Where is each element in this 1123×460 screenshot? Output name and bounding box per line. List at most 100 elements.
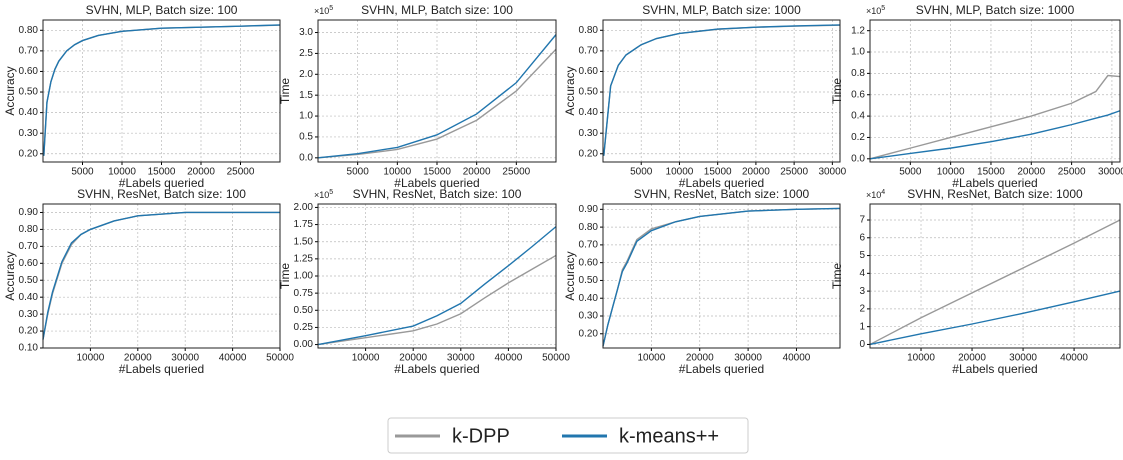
chart-title: SVHN, ResNet, Batch size: 1000: [634, 187, 810, 201]
plot-area: [870, 20, 1120, 162]
x-tick-label: 10000: [637, 353, 665, 364]
y-tick-label: 0.70: [19, 46, 39, 57]
legend-label: k-DPP: [452, 425, 510, 447]
x-tick-label: 50000: [542, 353, 570, 364]
x-tick-label: 30000: [171, 353, 199, 364]
x-tick-label: 25000: [227, 167, 255, 178]
axes-frame: [602, 19, 841, 163]
plot-area: [43, 20, 280, 162]
x-tick-label: 10000: [108, 167, 136, 178]
y-tick-label: 0.80: [19, 25, 39, 36]
x-tick-label: 15000: [977, 167, 1005, 178]
y-tick-label: 1: [859, 321, 865, 332]
plot-area: [870, 204, 1120, 348]
y-tick-label: 0.40: [579, 107, 599, 118]
x-tick-label: 20000: [463, 167, 491, 178]
y-tick-label: 1.00: [294, 271, 314, 282]
x-axis-label: #Labels queried: [394, 362, 479, 376]
y-axis-label: Accuracy: [563, 66, 577, 115]
x-axis-label: #Labels queried: [952, 362, 1037, 376]
x-tick-label: 30000: [1009, 353, 1037, 364]
x-tick-label: 40000: [1060, 353, 1088, 364]
plot-area: [43, 204, 280, 348]
y-tick-label: 0.6: [851, 89, 865, 100]
y-tick-label: 1.0: [299, 111, 313, 122]
x-axis-label: #Labels queried: [119, 362, 204, 376]
series-line: [317, 48, 557, 159]
y-tick-label: 0.5: [299, 132, 313, 143]
x-tick-label: 10000: [352, 353, 380, 364]
y-axis-label: Accuracy: [3, 251, 17, 300]
series-line: [43, 24, 281, 156]
plot-area: [603, 20, 840, 162]
series-line: [869, 219, 1121, 346]
y-tick-label: 0.30: [579, 311, 599, 322]
y-tick-label: 0.60: [579, 257, 599, 268]
axes-frame: [42, 203, 281, 349]
y-tick-label: 0.20: [579, 148, 599, 159]
x-tick-label: 30000: [734, 353, 762, 364]
x-tick-label: 50000: [266, 353, 294, 364]
x-tick-label: 10000: [383, 167, 411, 178]
y-tick-label: 0.40: [579, 293, 599, 304]
x-tick-label: 10000: [907, 353, 935, 364]
y-tick-label: 0.60: [19, 66, 39, 77]
series-line: [869, 110, 1121, 160]
y-multiplier: ×105: [866, 5, 885, 17]
y-tick-label: 1.0: [851, 47, 865, 58]
y-axis-label: Time: [830, 78, 844, 105]
y-tick-label: 1.75: [294, 219, 314, 230]
x-tick-label: 5000: [71, 167, 94, 178]
x-tick-label: 15000: [423, 167, 451, 178]
axes-frame: [869, 19, 1121, 163]
y-multiplier-base: ×10: [314, 190, 329, 200]
chart-title: SVHN, MLP, Batch size: 100: [86, 3, 238, 17]
y-tick-label: 3: [859, 286, 865, 297]
chart-title: SVHN, ResNet, Batch size: 1000: [907, 187, 1083, 201]
x-tick-label: 20000: [686, 353, 714, 364]
series-line: [869, 74, 1121, 160]
chart-title: SVHN, MLP, Batch size: 1000: [642, 3, 801, 17]
y-tick-label: 0.50: [579, 87, 599, 98]
x-tick-label: 15000: [148, 167, 176, 178]
x-tick-label: 40000: [783, 353, 811, 364]
x-tick-label: 20000: [958, 353, 986, 364]
axes-frame: [869, 203, 1121, 349]
x-tick-label: 5000: [899, 167, 922, 178]
y-tick-label: 0.30: [19, 128, 39, 139]
axes-frame: [602, 203, 841, 349]
series-line: [317, 34, 557, 159]
chart-title: SVHN, MLP, Batch size: 100: [361, 3, 513, 17]
y-multiplier-exponent: 4: [881, 189, 885, 196]
y-tick-label: 2: [859, 304, 865, 315]
y-tick-label: 0.0: [299, 152, 313, 163]
y-tick-label: 0.40: [19, 292, 39, 303]
y-tick-label: 2.00: [294, 202, 314, 213]
axes-frame: [42, 19, 281, 163]
series-line: [869, 290, 1121, 346]
y-tick-label: 0.20: [579, 328, 599, 339]
axes-frame: [317, 203, 557, 349]
x-tick-label: 10000: [76, 353, 104, 364]
x-axis-label: #Labels queried: [119, 176, 204, 190]
y-tick-label: 0.50: [294, 305, 314, 316]
y-tick-label: 0.50: [19, 87, 39, 98]
y-axis-label: Accuracy: [3, 66, 17, 115]
y-axis-label: Accuracy: [563, 251, 577, 300]
y-multiplier: ×104: [866, 189, 885, 201]
x-tick-label: 30000: [818, 167, 846, 178]
y-tick-label: 5: [859, 250, 865, 261]
x-tick-label: 10000: [666, 167, 694, 178]
chart-title: SVHN, ResNet, Batch size: 100: [77, 187, 246, 201]
y-multiplier: ×105: [314, 5, 333, 17]
y-tick-label: 1.25: [294, 253, 314, 264]
x-tick-label: 30000: [1098, 167, 1123, 178]
y-axis-label: Time: [278, 78, 292, 105]
x-tick-label: 10000: [937, 167, 965, 178]
x-tick-label: 15000: [704, 167, 732, 178]
x-tick-label: 25000: [502, 167, 530, 178]
legend-label: k-means++: [619, 425, 719, 447]
y-axis-label: Time: [830, 263, 844, 290]
